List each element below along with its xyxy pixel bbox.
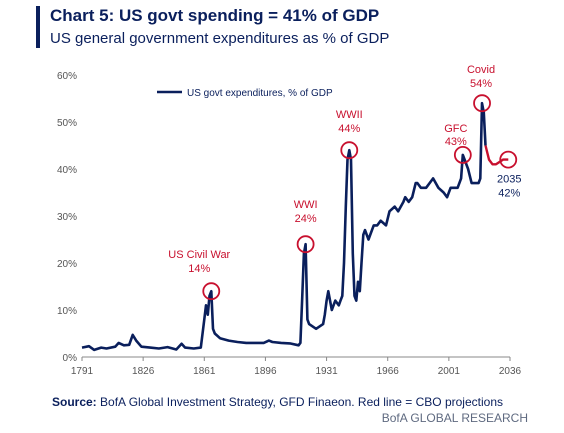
annotation-value: 54% — [470, 78, 492, 90]
annotation-value: 14% — [188, 263, 210, 275]
annotation-value: 44% — [338, 123, 360, 135]
y-tick-label: 60% — [57, 71, 77, 82]
chart-legend: US govt expenditures, % of GDP — [157, 88, 333, 99]
x-tick-label: 2036 — [499, 366, 522, 377]
x-tick-label: 1791 — [71, 366, 94, 377]
chart-title: Chart 5: US govt spending = 41% of GDP — [50, 6, 380, 25]
series-line-expenditures — [81, 101, 487, 352]
chart-subtitle: US general government expenditures as % … — [50, 30, 390, 47]
x-tick-label: 2001 — [438, 366, 461, 377]
legend-label: US govt expenditures, % of GDP — [187, 88, 333, 99]
chart-axes: 0% 10% 20% 30% 40% 50% 60% 1791 1826 1861 1896 1931… — [57, 71, 522, 377]
chart-series-layer — [81, 101, 509, 352]
annotation-circle — [453, 146, 472, 164]
brand-footer: BofA GLOBAL RESEARCH — [381, 411, 528, 425]
annotation-value: 24% — [295, 213, 317, 225]
x-tick-label: 1931 — [315, 366, 338, 377]
annotation-value: 43% — [445, 136, 467, 148]
series-line-cbo-projection — [484, 145, 509, 166]
annotation-circle — [202, 282, 221, 301]
annotation-circle — [340, 141, 359, 160]
y-tick-label: 40% — [57, 165, 77, 176]
chart: 0% 10% 20% 30% 40% 50% 60% 1791 1826 1861 1896 1931… — [57, 64, 522, 377]
x-tick-label: 1826 — [132, 366, 155, 377]
annotation-label: US Civil War — [168, 249, 230, 261]
annotation-value: 42% — [498, 188, 520, 200]
annotation-label: WWII — [336, 109, 363, 121]
annotation-circle — [473, 94, 491, 113]
annotation-circle — [499, 150, 518, 169]
x-tick-label: 1966 — [377, 366, 400, 377]
y-tick-label: 10% — [57, 306, 77, 317]
y-tick-label: 0% — [63, 353, 78, 364]
y-tick-label: 20% — [57, 259, 77, 270]
x-tick-label: 1861 — [193, 366, 216, 377]
annotation-label: GFC — [444, 123, 467, 135]
annotation-label: WWI — [294, 199, 318, 211]
source-label: Source: — [52, 395, 97, 409]
source-text: BofA Global Investment Strategy, GFD Fin… — [96, 395, 503, 409]
x-tick-label: 1896 — [254, 366, 277, 377]
y-tick-label: 50% — [57, 118, 77, 129]
annotation-label: 2035 — [497, 174, 521, 186]
source-note: Source: BofA Global Investment Strategy,… — [52, 395, 503, 409]
annotation-label: Covid — [467, 64, 495, 76]
y-tick-label: 30% — [57, 212, 77, 223]
annotation-circle — [296, 235, 315, 254]
title-accent-bar — [36, 6, 40, 48]
